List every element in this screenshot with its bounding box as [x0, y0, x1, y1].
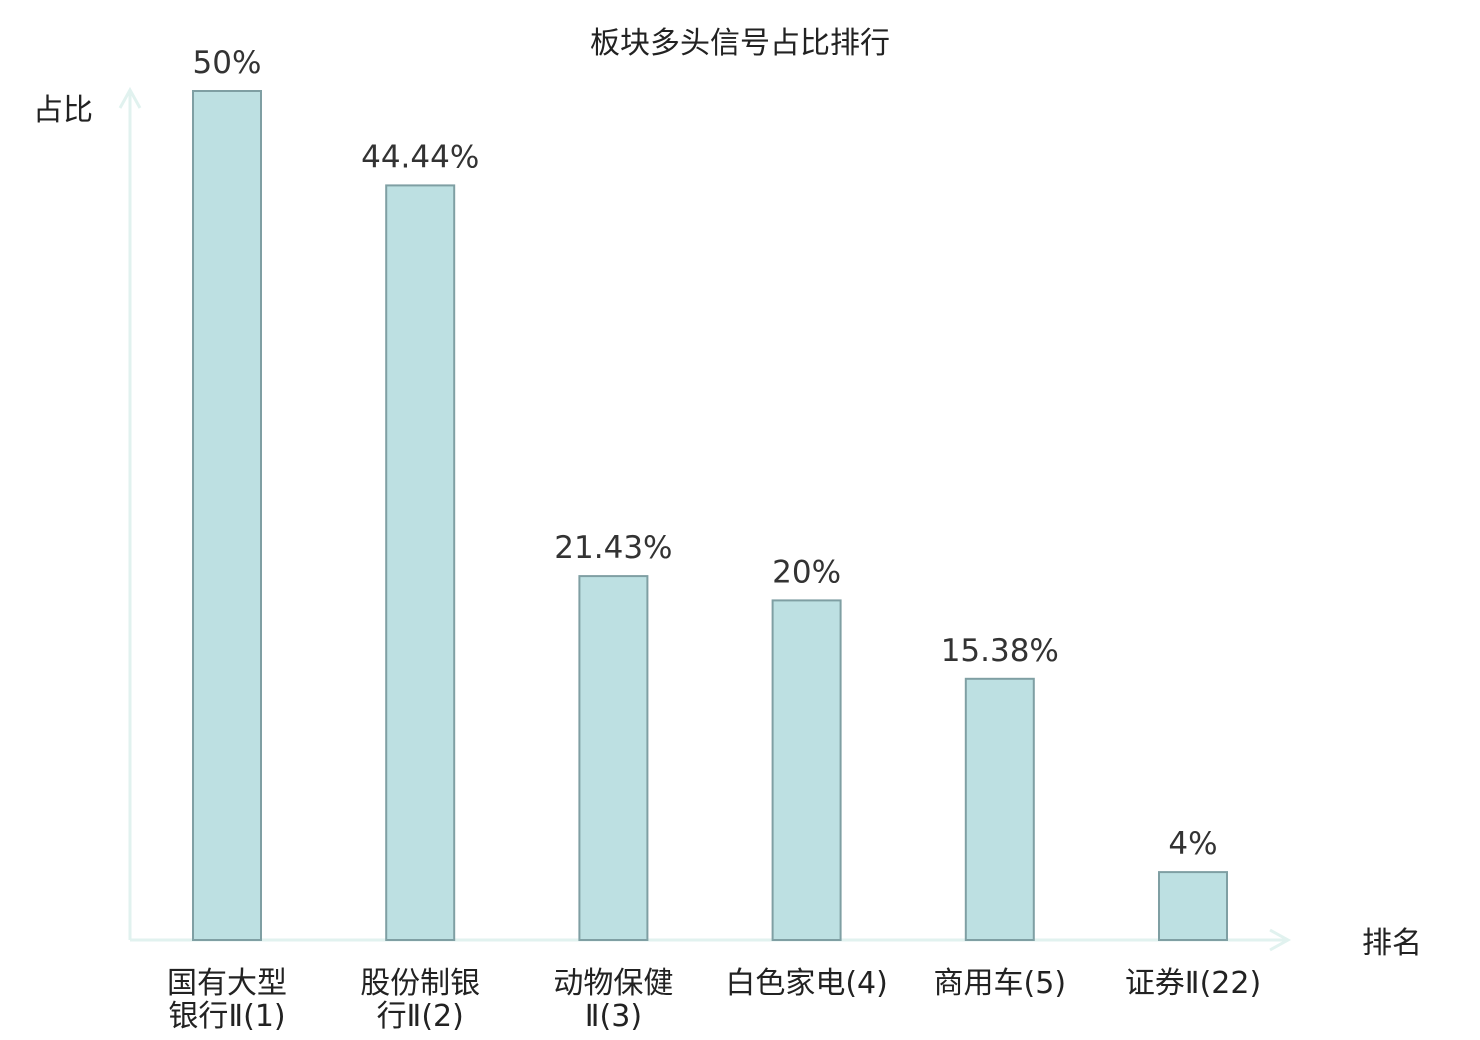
bar [771, 599, 842, 942]
y-axis-label: 占比 [33, 93, 93, 128]
category-tick-label: 银行Ⅱ(1) [168, 999, 285, 1034]
x-axis: 排名 [130, 926, 1422, 961]
bar-value-label: 15.38% [941, 633, 1059, 669]
category-tick-label: 证券Ⅱ(22) [1125, 966, 1261, 1001]
category-tick-label: 动物保健 [553, 966, 673, 1001]
bars-group [192, 90, 1228, 942]
category-tick-label: Ⅱ(3) [585, 999, 642, 1034]
chart-title: 板块多头信号占比排行 [590, 26, 890, 61]
x-axis-arrowhead [1269, 928, 1292, 952]
category-tick-label: 股份制银 [360, 966, 480, 1001]
bar [964, 677, 1035, 941]
category-tick-label: 国有大型 [167, 966, 287, 1001]
y-axis-arrowhead [118, 86, 142, 109]
bar [192, 90, 262, 941]
bar [1158, 871, 1228, 941]
bar-value-label: 4% [1168, 826, 1217, 862]
bar-value-label: 20% [772, 554, 841, 590]
bar [578, 575, 649, 941]
bar-value-label: 50% [193, 45, 262, 81]
category-tick-label: 白色家电(4) [725, 966, 888, 1001]
y-axis: 占比 [33, 86, 142, 940]
category-tick-label: 商用车(5) [934, 966, 1067, 1001]
bar-value-label: 44.44% [361, 139, 479, 175]
value-labels-group: 50% 44.44% 21.43% 20% 15.38% 4% [193, 45, 1218, 862]
bar [385, 184, 456, 941]
category-tick-label: 行Ⅱ(2) [377, 999, 464, 1034]
bar-value-label: 21.43% [554, 530, 672, 566]
x-axis-label: 排名 [1362, 926, 1422, 961]
